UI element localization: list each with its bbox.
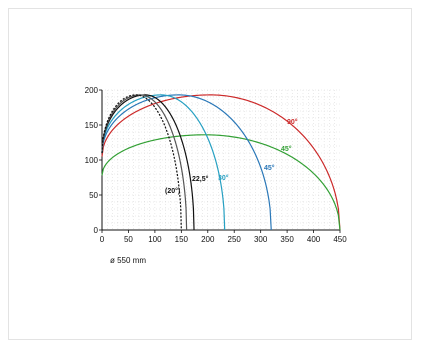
y-tick-label: 50	[89, 191, 98, 200]
curve-label-3: 30°	[218, 174, 229, 182]
curve-6	[101, 94, 182, 231]
curve-0	[101, 94, 341, 231]
x-tick-label: 100	[148, 235, 162, 244]
curve-4	[101, 94, 195, 231]
x-tick-label: 0	[100, 235, 105, 244]
x-tick-label: 300	[254, 235, 268, 244]
x-tick-label: 450	[333, 235, 347, 244]
curve-label-4: 22,5°	[192, 175, 209, 183]
x-tick-label: 200	[201, 235, 215, 244]
x-tick-label: 350	[280, 235, 294, 244]
y-tick-label: 0	[94, 226, 99, 235]
x-tick-label: 50	[124, 235, 133, 244]
curve-label-1: 45°	[281, 145, 292, 153]
x-tick-label: 400	[307, 235, 321, 244]
y-tick-label: 150	[85, 121, 99, 130]
curve-label-0: 90°	[287, 118, 298, 126]
curve-1	[101, 134, 341, 231]
curve-label-2: 45°	[264, 164, 275, 172]
axes: 0 50 100 150 200 250 300 350 400 450 0 50 100 150 200	[85, 86, 348, 244]
curve-label-6: (20°)	[165, 187, 180, 195]
curve-3	[101, 94, 226, 231]
curves	[101, 94, 341, 231]
x-tick-label: 150	[175, 235, 189, 244]
x-tick-label: 250	[228, 235, 242, 244]
curve-2	[101, 94, 272, 231]
diameter-caption: ø 550 mm	[110, 256, 146, 265]
y-tick-label: 100	[85, 156, 99, 165]
curve-labels: 90° 45° 45° 30° 22,5° (20°)	[165, 118, 298, 195]
y-tick-label: 200	[85, 86, 99, 95]
